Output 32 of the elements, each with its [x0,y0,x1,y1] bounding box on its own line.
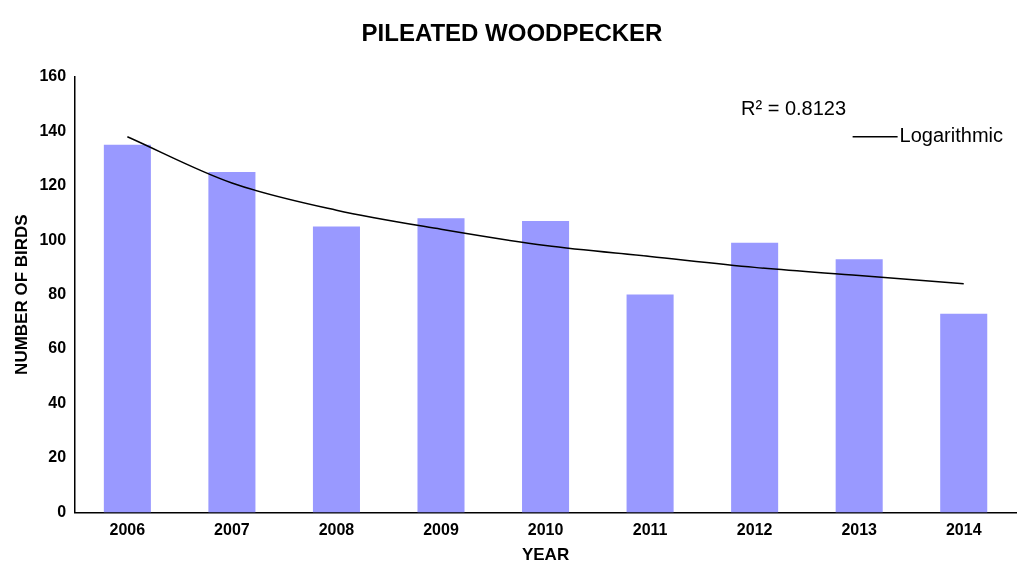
legend-label: Logarithmic [899,124,1004,147]
x-tick-label: 2012 [736,521,773,539]
y-tick-label: 100 [39,230,67,248]
y-tick-label: 60 [48,339,67,357]
bar [522,221,570,513]
x-tick-label: 2006 [109,521,146,539]
bar [417,218,465,513]
bar [940,313,988,513]
x-tick-label: 2011 [632,521,668,539]
bar [835,259,883,513]
bar [731,242,779,513]
bar [626,294,674,513]
bar [103,144,151,513]
y-tick-label: 40 [48,393,67,411]
y-tick-label: 160 [39,67,67,85]
y-tick-label: 140 [39,121,67,139]
bar [208,172,256,513]
x-tick-label: 2013 [841,521,878,539]
x-tick-label: 2014 [945,521,982,539]
x-tick-label: 2007 [214,521,250,539]
x-tick-label: 2008 [318,521,355,539]
bar [312,226,360,513]
x-tick-label: 2009 [423,521,459,539]
x-axis-title: YEAR [521,545,570,565]
chart-title: PILEATED WOODPECKER [361,19,663,47]
x-tick-label: 2010 [527,521,564,539]
y-tick-label: 120 [39,176,67,194]
y-tick-label: 0 [57,502,67,520]
y-axis-title: NUMBER OF BIRDS [11,214,31,375]
y-tick-label: 20 [48,448,67,466]
annotation: R² = 0.8123 [741,97,847,120]
y-tick-label: 80 [48,285,67,303]
